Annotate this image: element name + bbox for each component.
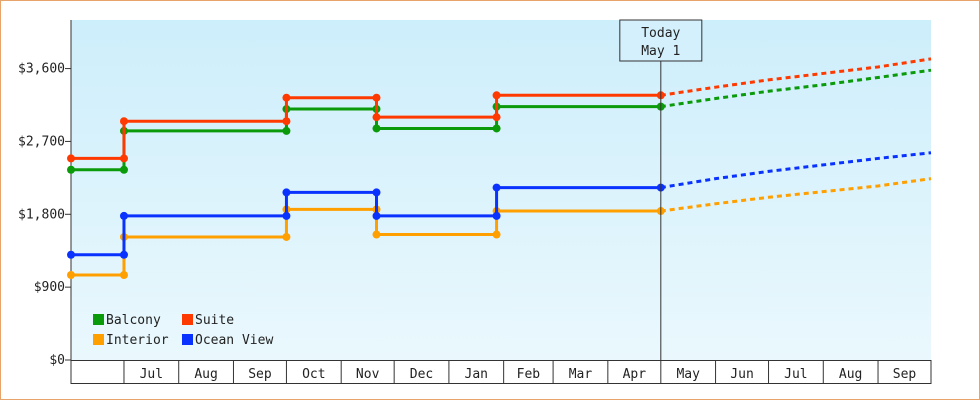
data-point-2-1 (119, 271, 128, 279)
data-point-3-1 (119, 250, 128, 259)
legend-label-3: Ocean View (195, 333, 273, 348)
x-tick-label-11: Jun (730, 367, 753, 382)
x-tick-label-5: Dec (410, 367, 433, 382)
series-suite (67, 57, 932, 163)
data-point-0-6 (372, 124, 381, 133)
x-tick-label-14: Sep (893, 367, 917, 382)
legend-label-1: Suite (195, 313, 234, 328)
x-tick-label-0: Jul (140, 367, 163, 382)
series-line-1 (71, 93, 661, 160)
series-ocean-view (67, 151, 932, 259)
data-point-3-6 (372, 211, 381, 220)
x-tick-label-12: Jul (784, 367, 807, 382)
data-point-0-7 (492, 124, 501, 133)
data-point-0-3 (282, 126, 291, 135)
data-point-3-3 (282, 211, 291, 220)
data-point-2-7 (492, 230, 501, 239)
data-point-1-7 (492, 113, 501, 122)
x-tick-label-13: Aug (839, 367, 862, 382)
data-point-1-1 (119, 154, 128, 163)
data-point-1-8 (492, 91, 501, 100)
legend-swatch-2 (93, 334, 104, 345)
plot-background (71, 20, 931, 360)
data-point-3-7 (492, 211, 501, 220)
data-point-3-8 (492, 183, 501, 192)
data-point-2-3 (282, 232, 291, 241)
data-point-3-2 (119, 211, 128, 220)
x-tick-label-10: May (676, 367, 700, 382)
x-tick-label-1: Aug (194, 367, 217, 382)
series-forecast-line-1 (660, 57, 932, 97)
x-tick-label-2: Sep (248, 367, 272, 382)
legend-label-0: Balcony (106, 313, 161, 328)
legend-swatch-1 (182, 314, 193, 325)
y-tick-label-3: $2,700 (18, 134, 65, 149)
data-point-2-0 (67, 271, 75, 279)
legend-label-2: Interior (106, 333, 169, 348)
y-tick-label-2: $1,800 (18, 207, 65, 222)
y-tick-label-1: $900 (34, 280, 65, 295)
series-forecast-line-0 (660, 68, 932, 109)
series-line-3 (71, 186, 661, 257)
x-tick-label-9: Apr (623, 367, 647, 382)
data-point-3-4 (282, 188, 291, 197)
today-label: Today (641, 26, 680, 41)
data-point-0-0 (67, 165, 75, 174)
y-tick-label-4: $3,600 (18, 62, 65, 77)
series-forecast-line-2 (660, 177, 932, 213)
series-forecast-line-3 (660, 151, 932, 190)
data-point-3-5 (372, 188, 381, 197)
data-point-1-5 (372, 93, 381, 102)
x-tick-label-8: Mar (569, 367, 593, 382)
data-point-0-1 (119, 165, 128, 174)
data-point-3-0 (67, 250, 75, 259)
data-point-1-2 (119, 117, 128, 126)
legend-swatch-0 (93, 314, 104, 325)
legend-swatch-3 (182, 334, 193, 345)
data-point-2-6 (372, 230, 381, 239)
data-point-1-0 (67, 154, 75, 163)
x-tick-label-3: Oct (302, 367, 325, 382)
today-date-label: May 1 (641, 44, 680, 59)
data-point-1-3 (282, 117, 291, 126)
data-point-1-4 (282, 93, 291, 102)
data-point-1-6 (372, 113, 381, 122)
x-tick-label-7: Feb (517, 367, 541, 382)
x-tick-label-4: Nov (356, 367, 380, 382)
x-tick-label-6: Jan (465, 367, 488, 382)
y-tick-label-0: $0 (49, 353, 65, 368)
today-box (619, 19, 703, 62)
